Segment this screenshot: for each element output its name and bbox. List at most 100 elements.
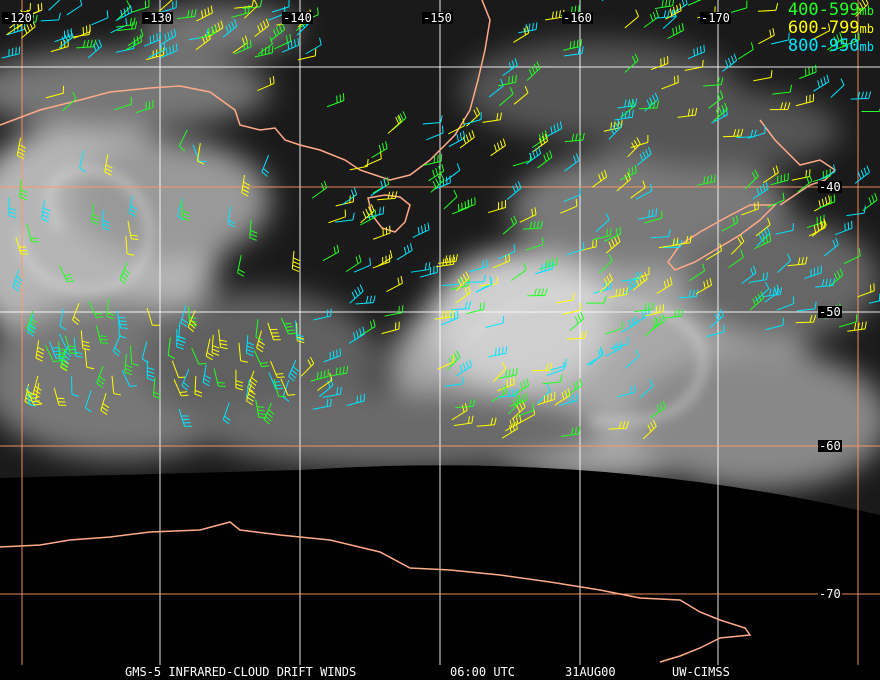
barb-flag xyxy=(721,104,725,112)
barb-flag xyxy=(772,288,775,296)
barb-flag xyxy=(370,204,375,212)
barb-flag xyxy=(119,320,127,322)
lat-label: -40 xyxy=(818,180,842,194)
wind-barb xyxy=(84,349,95,370)
barb-flag xyxy=(288,332,296,335)
barb-flag xyxy=(504,385,508,393)
barb-flag xyxy=(259,22,264,31)
barb-shaft xyxy=(173,379,182,397)
wind-barb xyxy=(499,87,514,107)
barb-shaft xyxy=(665,10,682,20)
barb-shaft xyxy=(721,222,738,232)
barb-shaft xyxy=(426,132,444,141)
wind-barb xyxy=(644,92,659,112)
barb-flag xyxy=(754,169,759,177)
barb-flag xyxy=(369,321,373,329)
barb-flag xyxy=(106,10,109,18)
barb-flag xyxy=(537,288,541,296)
barb-flag xyxy=(501,362,507,369)
barb-flag xyxy=(219,339,228,343)
wind-barb xyxy=(345,254,362,273)
wind-barb xyxy=(502,215,518,235)
barb-flag xyxy=(619,226,622,235)
barb-shaft xyxy=(360,216,377,226)
wind-barb xyxy=(280,378,296,396)
barb-shaft xyxy=(41,200,45,219)
barb-shaft xyxy=(537,398,555,406)
barb-shaft xyxy=(522,227,541,230)
wind-barb xyxy=(689,263,706,281)
barb-flag xyxy=(861,91,864,99)
barb-shaft xyxy=(253,350,263,367)
barb-flag xyxy=(356,286,361,294)
barb-shaft xyxy=(341,194,357,206)
barb-shaft xyxy=(434,316,453,320)
wind-barb xyxy=(643,9,660,28)
wind-barb xyxy=(246,383,256,406)
wind-barb xyxy=(526,61,541,81)
barb-shaft xyxy=(498,374,517,379)
barb-shaft xyxy=(608,126,622,140)
wind-barb xyxy=(76,39,97,49)
barb-shaft xyxy=(158,7,177,14)
barb-shaft xyxy=(829,45,847,52)
barb-flag xyxy=(124,268,131,275)
barb-flag xyxy=(178,339,186,344)
barb-flag xyxy=(769,29,772,38)
wind-barb xyxy=(586,295,607,304)
barb-shaft xyxy=(855,3,869,17)
wind-barb xyxy=(273,378,286,398)
caption-product: GMS-5 INFRARED-CLOUD DRIFT WINDS xyxy=(125,665,357,679)
barb-flag xyxy=(29,324,37,330)
barb-flag xyxy=(576,380,579,388)
barb-flag xyxy=(603,169,608,177)
barb-flag xyxy=(129,17,132,26)
barb-shaft xyxy=(263,402,272,420)
barb-flag xyxy=(608,273,614,281)
barb-flag xyxy=(520,382,523,390)
barb-shaft xyxy=(627,143,641,158)
barb-flag xyxy=(555,10,558,19)
barb-flag xyxy=(635,9,639,17)
barb-shaft xyxy=(815,284,834,288)
barb-flag xyxy=(105,164,113,169)
barb-flag xyxy=(513,244,516,252)
barb-flag xyxy=(243,181,251,186)
barb-shaft xyxy=(448,125,465,135)
barb-shaft xyxy=(412,229,430,238)
barb-flag xyxy=(467,285,471,293)
barb-flag xyxy=(292,366,299,372)
barb-flag xyxy=(181,210,190,214)
barb-flag xyxy=(526,378,530,386)
barb-flag xyxy=(441,163,445,172)
barb-flag xyxy=(514,58,518,66)
barb-flag xyxy=(483,302,485,310)
wind-barb xyxy=(176,9,197,20)
barb-shaft xyxy=(562,309,581,315)
barb-shaft xyxy=(608,427,627,430)
barb-flag xyxy=(262,168,270,174)
wind-barb xyxy=(818,164,836,181)
barb-flag xyxy=(139,34,143,42)
barb-shaft xyxy=(722,60,737,72)
barb-shaft xyxy=(159,35,177,46)
wind-barb xyxy=(187,306,197,327)
barb-flag xyxy=(333,246,336,254)
barb-flag xyxy=(36,353,44,359)
barb-flag xyxy=(823,218,827,226)
wind-barb xyxy=(355,295,376,305)
barb-shaft xyxy=(95,325,102,344)
barb-flag xyxy=(440,173,445,181)
barb-flag xyxy=(689,235,692,243)
barb-shaft xyxy=(610,343,629,350)
barb-flag xyxy=(753,129,757,137)
barb-flag xyxy=(820,78,824,86)
barb-flag xyxy=(533,221,536,229)
wind-barb xyxy=(476,417,497,427)
barb-flag xyxy=(611,239,615,247)
barb-shaft xyxy=(854,172,870,184)
barb-flag xyxy=(391,191,394,199)
barb-shaft xyxy=(765,324,784,331)
barb-flag xyxy=(573,40,575,48)
wind-barb xyxy=(525,237,544,251)
